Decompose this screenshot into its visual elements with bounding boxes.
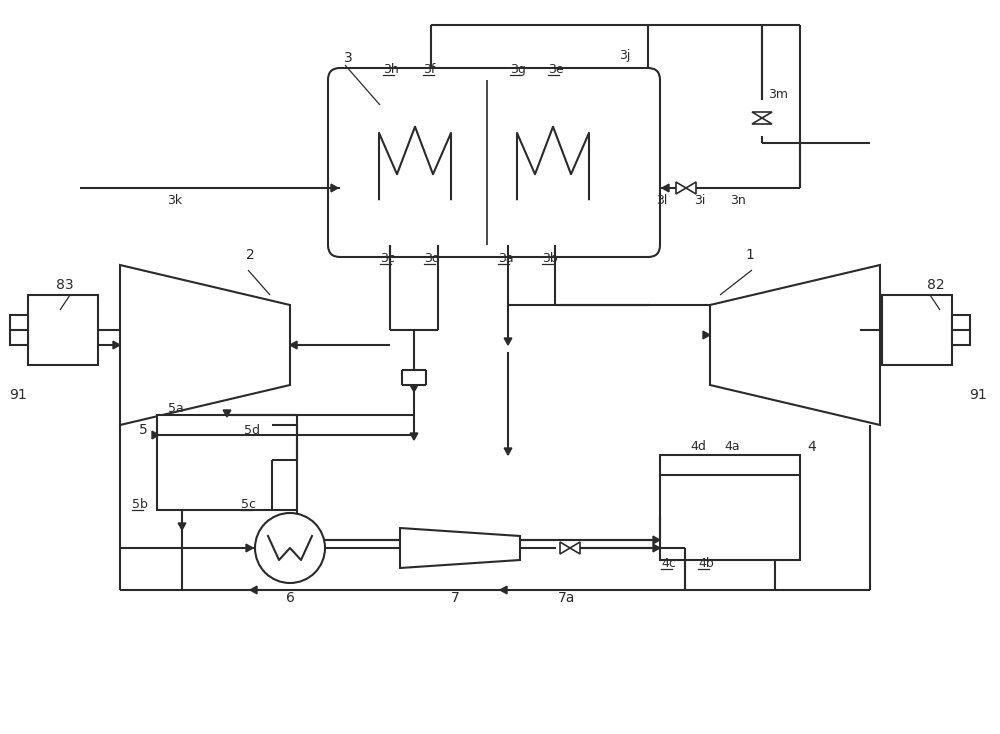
Text: 7a: 7a xyxy=(558,591,576,605)
Text: 5a: 5a xyxy=(168,401,184,415)
Bar xyxy=(882,295,952,365)
Text: 83: 83 xyxy=(56,278,74,292)
Text: 3l: 3l xyxy=(656,194,668,206)
Text: 4d: 4d xyxy=(690,440,706,454)
Bar xyxy=(660,455,800,560)
Text: 4b: 4b xyxy=(698,557,714,570)
Polygon shape xyxy=(504,448,512,455)
Polygon shape xyxy=(400,528,520,568)
Text: 5: 5 xyxy=(139,423,147,437)
Text: 3: 3 xyxy=(344,51,352,65)
Polygon shape xyxy=(703,331,710,339)
Bar xyxy=(28,295,98,365)
Bar xyxy=(157,415,297,510)
Polygon shape xyxy=(223,410,231,417)
Text: 5b: 5b xyxy=(132,498,148,511)
Text: 3d: 3d xyxy=(424,252,440,265)
Text: 3h: 3h xyxy=(383,63,399,76)
Polygon shape xyxy=(710,265,880,425)
Polygon shape xyxy=(290,341,297,349)
Bar xyxy=(952,315,970,345)
Text: 3j: 3j xyxy=(619,48,631,62)
Text: 7: 7 xyxy=(451,591,459,605)
Polygon shape xyxy=(676,182,686,194)
Polygon shape xyxy=(560,542,570,554)
Text: 3e: 3e xyxy=(548,63,564,76)
Polygon shape xyxy=(686,182,696,194)
Polygon shape xyxy=(410,385,418,392)
Text: 3k: 3k xyxy=(167,194,183,206)
Text: 82: 82 xyxy=(927,278,945,292)
Text: 2: 2 xyxy=(246,248,254,262)
Polygon shape xyxy=(570,542,580,554)
Text: 6: 6 xyxy=(286,591,294,605)
Polygon shape xyxy=(178,523,186,530)
Text: 4c: 4c xyxy=(661,557,676,570)
Polygon shape xyxy=(662,184,669,192)
Text: 4a: 4a xyxy=(724,440,740,454)
Polygon shape xyxy=(113,341,120,349)
Polygon shape xyxy=(752,118,772,124)
Text: 5d: 5d xyxy=(244,424,260,437)
Polygon shape xyxy=(653,544,660,552)
Text: 3n: 3n xyxy=(730,194,746,206)
Text: 3f: 3f xyxy=(423,63,435,76)
Polygon shape xyxy=(504,338,512,345)
Polygon shape xyxy=(152,431,159,439)
FancyBboxPatch shape xyxy=(328,68,660,257)
Polygon shape xyxy=(752,112,772,118)
Polygon shape xyxy=(331,184,338,192)
Text: 91: 91 xyxy=(969,388,987,402)
Circle shape xyxy=(255,513,325,583)
Text: 3g: 3g xyxy=(510,63,526,76)
Polygon shape xyxy=(250,586,257,594)
Polygon shape xyxy=(410,433,418,440)
Bar xyxy=(10,315,28,345)
Polygon shape xyxy=(653,536,660,544)
Polygon shape xyxy=(120,265,290,425)
Text: 4: 4 xyxy=(808,440,816,454)
Text: 91: 91 xyxy=(9,388,27,402)
Polygon shape xyxy=(246,544,253,552)
Text: 3i: 3i xyxy=(694,194,706,206)
Text: 3b: 3b xyxy=(542,252,558,265)
Text: 5c: 5c xyxy=(241,498,256,511)
Polygon shape xyxy=(500,586,507,594)
Text: 3a: 3a xyxy=(498,252,514,265)
Text: 3c: 3c xyxy=(380,252,395,265)
Text: 3m: 3m xyxy=(768,89,788,101)
Text: 1: 1 xyxy=(746,248,754,262)
